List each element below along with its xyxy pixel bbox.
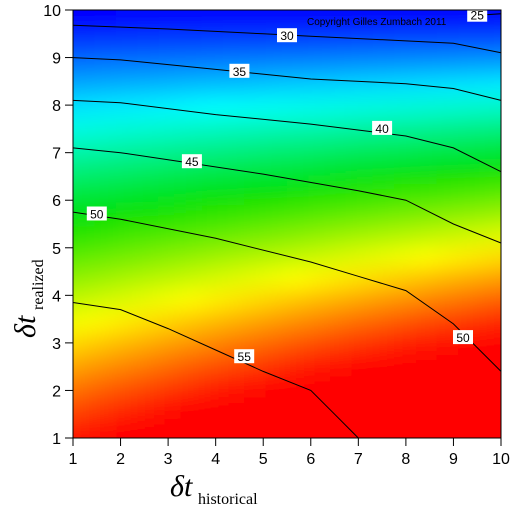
x-tick-label: 6 <box>306 451 315 468</box>
contour-label-40: 40 <box>375 122 389 136</box>
contour-label-35: 35 <box>233 65 247 79</box>
contour-label-50: 50 <box>90 208 104 222</box>
contour-line-45-4 <box>72 147 502 244</box>
contour-label-bg <box>181 154 202 169</box>
contour-label-bg <box>229 63 250 78</box>
contour-label-bg <box>86 206 107 221</box>
x-tick-label: 5 <box>259 451 268 468</box>
contour-label-50: 50 <box>456 331 470 345</box>
plot-frame <box>72 9 502 439</box>
y-tick-label: 8 <box>52 98 61 115</box>
y-tick-label: 9 <box>52 51 61 68</box>
contour-label-45: 45 <box>185 155 199 169</box>
contour-line-40-3 <box>72 99 502 173</box>
y-tick-label: 2 <box>52 383 61 400</box>
x-tick-label: 4 <box>211 451 220 468</box>
y-axis-symbol: δt <box>9 315 42 338</box>
y-tick-label: 3 <box>52 336 61 353</box>
x-tick-label: 8 <box>401 451 410 468</box>
copyright-note: Copyright Gilles Zumbach 2011 <box>307 17 447 28</box>
contour-label-30: 30 <box>280 29 294 43</box>
y-axis-subscript: realized <box>30 259 47 310</box>
x-axis-symbol: δt <box>170 470 193 503</box>
y-tick-label: 5 <box>52 241 61 258</box>
contour-line-30-1 <box>72 24 502 54</box>
y-tick-label: 6 <box>52 193 61 210</box>
contour-label-bg <box>467 7 488 22</box>
contour-label-bg <box>453 330 473 345</box>
x-axis-subscript: historical <box>198 491 258 508</box>
contour-line-50-5 <box>72 211 502 372</box>
contour-label-25: 25 <box>471 9 485 23</box>
x-tick-label: 1 <box>69 451 78 468</box>
x-tick-label: 10 <box>492 451 510 468</box>
y-tick-label: 10 <box>43 3 61 20</box>
contour-label-bg <box>277 28 297 43</box>
x-tick-label: 7 <box>354 451 363 468</box>
y-tick-label: 7 <box>52 146 61 163</box>
y-tick-label: 1 <box>52 431 61 448</box>
heatmap-field <box>73 10 501 438</box>
x-tick-label: 2 <box>116 451 125 468</box>
contour-label-bg <box>234 349 255 364</box>
x-axis-title: δt historical <box>170 470 258 508</box>
y-axis-title: δt realized <box>9 259 47 338</box>
contour-label-bg <box>372 120 393 135</box>
y-tick-label: 4 <box>52 288 61 305</box>
contour-lines: 25 30 35 40 45 50 50 55 <box>72 7 502 439</box>
contour-label-55: 55 <box>238 350 252 364</box>
contour-line-35-2 <box>72 57 502 101</box>
x-tick-label: 3 <box>164 451 173 468</box>
x-tick-label: 9 <box>449 451 458 468</box>
